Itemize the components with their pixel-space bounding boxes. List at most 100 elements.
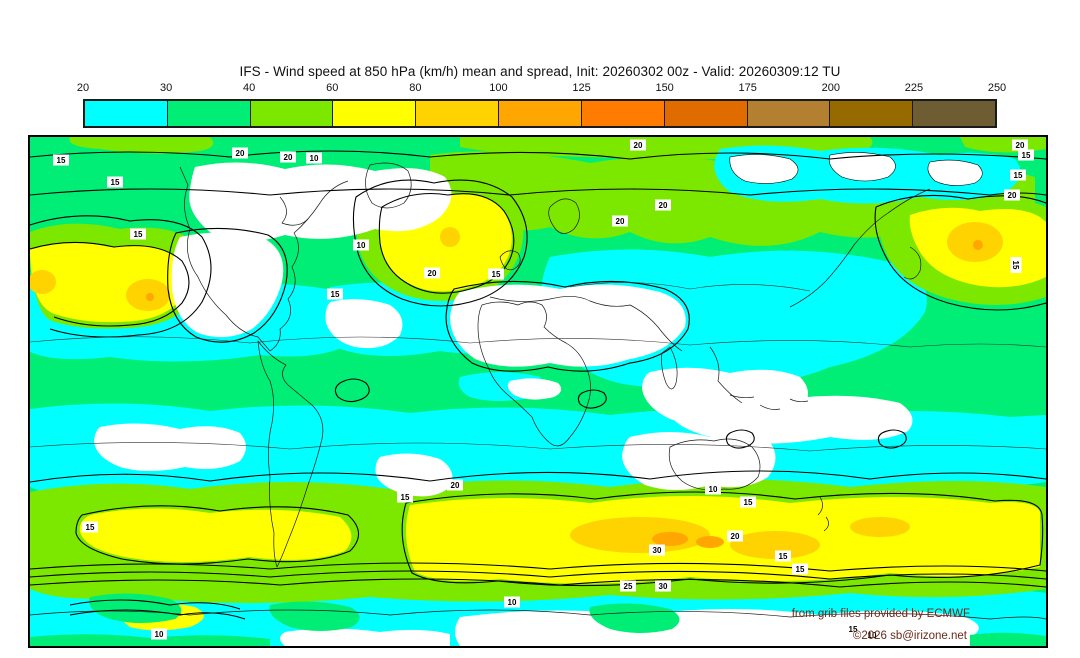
coastlines <box>30 162 1046 620</box>
svg-text:25: 25 <box>624 582 633 591</box>
colorbar-tick-label: 125 <box>572 82 591 94</box>
orange-specks <box>146 240 983 548</box>
svg-text:20: 20 <box>284 153 293 162</box>
colorbar-segment <box>829 101 913 126</box>
arctic-region <box>714 145 1021 204</box>
colorbar-segment <box>912 101 995 126</box>
svg-text:20: 20 <box>616 217 625 226</box>
contour-label: 10 <box>306 152 322 164</box>
contour-label: 15 <box>53 154 69 166</box>
contour-label: 10 <box>504 596 520 608</box>
contour-label: 15 <box>488 268 504 280</box>
colorbar-tick-label: 175 <box>738 82 757 94</box>
colorbar-tick-label: 80 <box>409 82 422 94</box>
chart-title: IFS - Wind speed at 850 hPa (km/h) mean … <box>239 64 841 79</box>
colorbar-tick-label: 30 <box>159 82 173 94</box>
colorbar-ticks: 20 30 40 60 80 100 125 150 175 200 225 250 <box>77 82 1006 97</box>
attribution-copyright: ©2026 sb@irizone.net <box>853 630 968 642</box>
contour-label: 25 <box>620 580 636 592</box>
colorbar-segment <box>498 101 581 126</box>
svg-text:30: 30 <box>653 546 662 555</box>
svg-text:10: 10 <box>508 598 517 607</box>
svg-text:20: 20 <box>451 481 460 490</box>
contour-label: 20 <box>447 479 463 491</box>
contour-label: 30 <box>655 580 671 592</box>
contour-label: 10 <box>705 483 721 495</box>
white-regions <box>94 162 979 646</box>
colorbar-segment <box>332 101 416 126</box>
contour-label: 20 <box>1012 139 1028 151</box>
contour-label: 15 <box>327 288 343 300</box>
contour-label: 30 <box>649 544 665 556</box>
gold-cores <box>30 222 1003 559</box>
map-frame: 15 15 20 20 10 20 15 10 15 20 15 20 20 20 15 15 20 15 20 15… <box>28 135 1048 648</box>
svg-text:15: 15 <box>744 498 753 507</box>
svg-text:10: 10 <box>155 630 164 639</box>
contour-label: 20 <box>1004 189 1020 201</box>
contour-label: 20 <box>612 215 628 227</box>
svg-text:20: 20 <box>1008 191 1017 200</box>
svg-text:20: 20 <box>236 149 245 158</box>
svg-text:20: 20 <box>428 269 437 278</box>
contour-label: 15 <box>845 623 861 635</box>
svg-text:20: 20 <box>659 201 668 210</box>
svg-text:15: 15 <box>779 552 788 561</box>
colorbar-tick-label: 40 <box>243 82 256 94</box>
contour-label: 15 <box>107 176 123 188</box>
contour-label: 15 <box>130 228 146 240</box>
colorbar-tick-label: 225 <box>904 82 924 94</box>
contour-label: 20 <box>424 267 440 279</box>
bottom-green-patches <box>30 593 1046 646</box>
contour-label: 15 <box>1010 169 1026 181</box>
contour-label: 15 <box>775 550 791 562</box>
colorbar-segment <box>663 101 747 126</box>
colorbar-segment <box>85 101 167 126</box>
contour-label: 15 <box>792 563 808 575</box>
contour-lines <box>30 150 1046 620</box>
svg-text:10: 10 <box>709 485 718 494</box>
colorbar-segment <box>746 101 830 126</box>
colorbar-tick-label: 250 <box>987 82 1007 94</box>
colorbar-segment <box>249 101 333 126</box>
svg-text:10: 10 <box>868 631 877 640</box>
colorbar-tick-label: 20 <box>76 82 90 94</box>
svg-text:15: 15 <box>849 625 858 634</box>
contour-label: 15 <box>82 521 98 533</box>
thin-contours <box>30 282 1046 452</box>
svg-text:15: 15 <box>134 230 143 239</box>
svg-text:15: 15 <box>1014 171 1023 180</box>
colorbar-tick-label: 60 <box>326 82 339 94</box>
contour-label: 20 <box>280 151 296 163</box>
attribution-source: from grib files provided by ECMWF <box>792 608 970 620</box>
contour-label: 10 <box>864 629 880 641</box>
contour-label: 15 <box>740 496 756 508</box>
svg-text:15: 15 <box>111 178 120 187</box>
svg-text:15: 15 <box>331 290 340 299</box>
colorbar-tick-label: 150 <box>655 82 674 94</box>
contour-label: 20 <box>630 139 646 151</box>
colorbar <box>83 99 997 128</box>
colorbar-tick-label: 200 <box>821 82 840 94</box>
svg-text:15: 15 <box>1022 151 1031 160</box>
svg-text:15: 15 <box>57 156 66 165</box>
svg-text:15: 15 <box>492 270 501 279</box>
colorbar-tick-label: 100 <box>489 82 508 94</box>
svg-text:10: 10 <box>310 154 319 163</box>
contour-label: 15 <box>1018 149 1034 161</box>
contour-label: 20 <box>727 530 743 542</box>
svg-text:15: 15 <box>401 493 410 502</box>
contour-label: 10 <box>353 239 369 251</box>
contour-label: 20 <box>655 199 671 211</box>
contour-label: 10 <box>151 628 167 640</box>
svg-text:30: 30 <box>659 582 668 591</box>
svg-text:20: 20 <box>731 532 740 541</box>
contour-label: 20 <box>232 147 248 159</box>
svg-text:20: 20 <box>1016 141 1025 150</box>
colorbar-segment <box>580 101 664 126</box>
svg-text:15: 15 <box>1011 261 1020 270</box>
svg-text:15: 15 <box>796 565 805 574</box>
contour-label: 15 <box>397 491 413 503</box>
